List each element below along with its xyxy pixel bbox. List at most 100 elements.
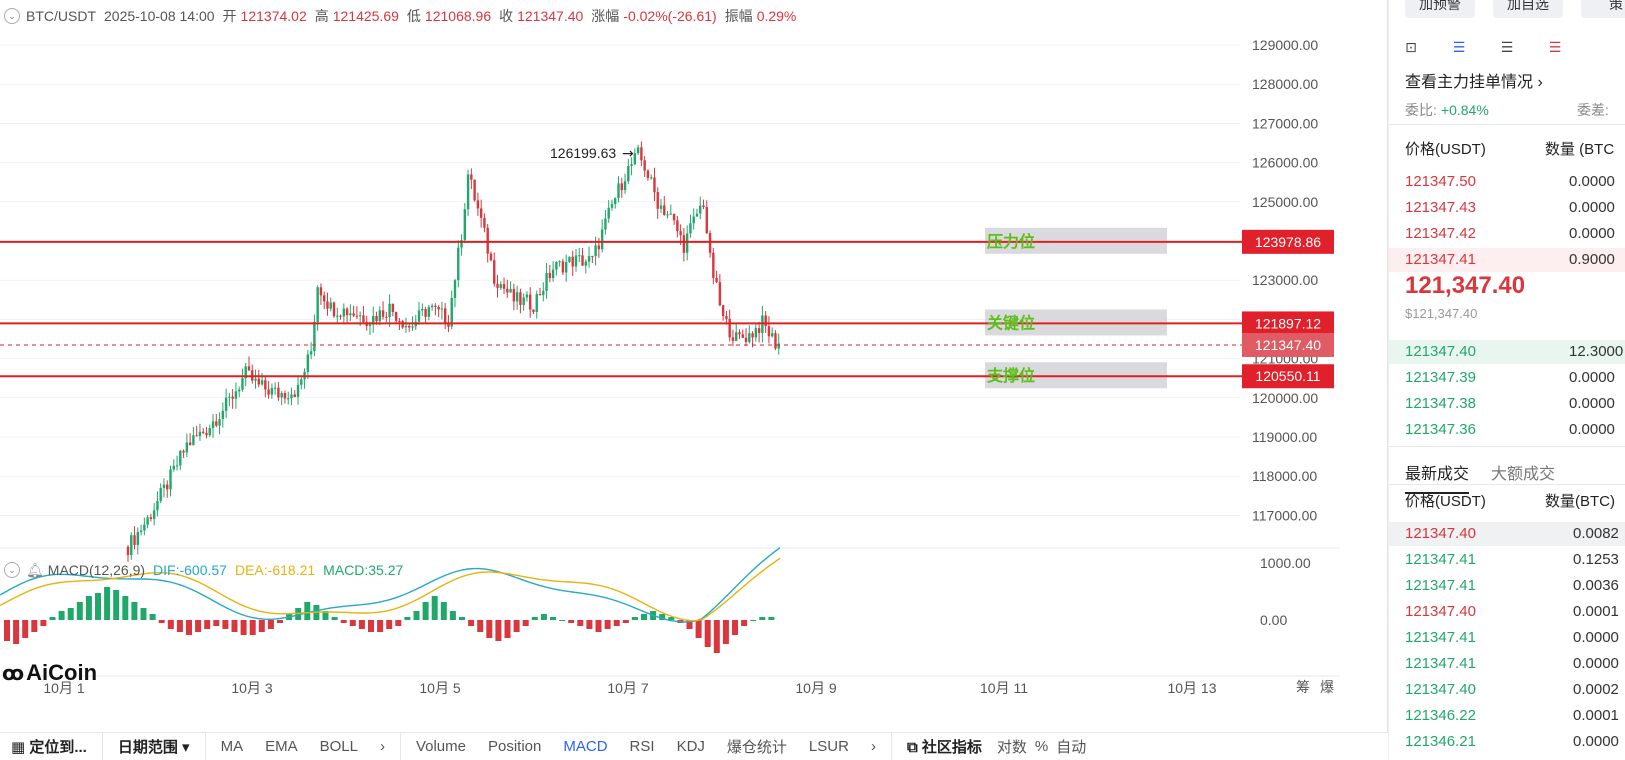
row-qty: 0.0000 bbox=[1569, 369, 1615, 386]
indicator-ma[interactable]: MA bbox=[220, 738, 244, 755]
date-range-dropdown[interactable]: 日期范围 ▾ bbox=[107, 736, 201, 757]
list-item[interactable]: 121347.41 0.0000 bbox=[1389, 626, 1625, 650]
indicator-ema[interactable]: EMA bbox=[265, 738, 298, 755]
candle-body bbox=[267, 389, 270, 395]
auto-scale-toggle[interactable]: 自动 bbox=[1056, 739, 1087, 756]
tab-large-trades[interactable]: 大额成交 bbox=[1491, 466, 1556, 483]
list-item[interactable]: 121347.42 0.0000 bbox=[1389, 222, 1625, 246]
collapse-chevron-icon[interactable]: ⌄ bbox=[4, 8, 20, 24]
row-price: 121347.40 bbox=[1405, 681, 1476, 698]
candle-body bbox=[542, 290, 545, 296]
add-watchlist-button[interactable]: 加自选 bbox=[1493, 0, 1563, 18]
chevron-right-icon[interactable]: › bbox=[379, 738, 385, 755]
bell-icon[interactable]: 🔔︎ bbox=[26, 561, 44, 578]
macd-histogram-bar bbox=[249, 620, 256, 635]
indicator-position[interactable]: Position bbox=[488, 738, 542, 755]
list-item[interactable]: 121347.36 0.0000 bbox=[1389, 418, 1625, 442]
list-item[interactable]: 121346.21 0.0000 bbox=[1389, 730, 1625, 754]
qty-column-header: 数量 (BTC bbox=[1545, 141, 1615, 158]
macd-histogram-bar bbox=[631, 617, 638, 620]
chevron-right-icon[interactable]: › bbox=[870, 738, 876, 755]
candle-body bbox=[447, 323, 450, 327]
chart-area[interactable]: 129000.00 128000.00 127000.00 126000.00 1250… bbox=[0, 0, 1388, 732]
candle-body bbox=[300, 379, 303, 385]
ohlc-info-bar: ⌄ BTC/USDT 2025-10-08 14:00 开 121374.02 … bbox=[0, 6, 804, 26]
candle-body bbox=[584, 261, 587, 266]
list-item[interactable]: 121347.40 0.0001 bbox=[1389, 600, 1625, 624]
chip-distribution-toggle[interactable]: 筹 bbox=[1296, 679, 1310, 695]
candle-body bbox=[751, 333, 754, 338]
candle-body bbox=[643, 160, 646, 171]
list-item[interactable]: 121347.41 0.0036 bbox=[1389, 574, 1625, 598]
list-item[interactable]: 121347.41 0.9000 bbox=[1389, 248, 1625, 272]
macd-histogram-bar bbox=[377, 620, 384, 632]
collapse-chevron-icon[interactable]: ⌄ bbox=[4, 562, 20, 578]
divider bbox=[1389, 124, 1625, 125]
candle-body bbox=[417, 310, 421, 322]
strategy-button[interactable]: 策 bbox=[1581, 0, 1625, 18]
x-tick-label: 10月 11 bbox=[980, 680, 1028, 696]
candle-body bbox=[731, 337, 735, 341]
candle-body bbox=[188, 442, 192, 446]
main-orders-link[interactable]: 查看主力挂单情况 › bbox=[1405, 68, 1543, 92]
list-item[interactable]: 121346.22 0.0001 bbox=[1389, 704, 1625, 728]
bids-only-icon[interactable]: ☰ bbox=[1500, 38, 1514, 55]
y-tick-label: 129000.00 bbox=[1252, 37, 1318, 53]
asks-only-icon[interactable]: ☰ bbox=[1548, 38, 1562, 55]
candlestick-chart[interactable]: 129000.00 128000.00 127000.00 126000.00 1250… bbox=[0, 0, 1388, 732]
list-item[interactable]: 121347.43 0.0000 bbox=[1389, 196, 1625, 220]
indicator-macd[interactable]: MACD bbox=[563, 738, 608, 755]
macd-histogram-bar bbox=[586, 620, 593, 629]
candle-body bbox=[574, 255, 578, 267]
diff-label: 委差: bbox=[1577, 102, 1609, 118]
candle-body bbox=[600, 229, 604, 250]
liquidation-toggle[interactable]: 爆 bbox=[1320, 679, 1334, 695]
log-scale-toggle[interactable]: 对数 bbox=[996, 739, 1027, 756]
candle-body bbox=[309, 351, 313, 355]
list-item[interactable]: 121347.40 12.3000 bbox=[1389, 340, 1625, 364]
row-qty: 0.0000 bbox=[1569, 421, 1615, 438]
indicator-kdj[interactable]: KDJ bbox=[676, 738, 705, 755]
tab-latest-trades[interactable]: 最新成交 bbox=[1405, 460, 1470, 494]
macd-histogram-bar bbox=[704, 620, 711, 647]
macd-histogram-bar bbox=[495, 620, 502, 641]
candle-body bbox=[427, 307, 431, 317]
candle-body bbox=[264, 380, 267, 390]
candle-body bbox=[718, 282, 722, 306]
external-link-icon: ⧉ bbox=[906, 739, 922, 756]
list-item[interactable]: 121347.40 0.0002 bbox=[1389, 678, 1625, 702]
list-item[interactable]: 121347.39 0.0000 bbox=[1389, 366, 1625, 390]
candle-body bbox=[208, 428, 211, 436]
macd-histogram-bar bbox=[67, 608, 74, 620]
macd-histogram-bar bbox=[13, 620, 20, 644]
candle-body bbox=[336, 315, 339, 317]
add-alert-button[interactable]: 加预警 bbox=[1405, 0, 1475, 18]
list-item[interactable]: 121347.41 0.0000 bbox=[1389, 652, 1625, 676]
indicator-boll[interactable]: BOLL bbox=[319, 738, 358, 755]
list-item[interactable]: 121347.40 0.0082 bbox=[1389, 522, 1625, 546]
candle-body bbox=[130, 535, 133, 555]
depth-toggle-icon[interactable]: ⊡ bbox=[1405, 38, 1417, 55]
indicator-liquidation[interactable]: 爆仓统计 bbox=[726, 739, 787, 756]
candle-body bbox=[323, 295, 326, 302]
indicator-volume[interactable]: Volume bbox=[415, 738, 466, 755]
candle-body bbox=[571, 256, 574, 267]
macd-histogram-bar bbox=[750, 620, 757, 621]
row-qty: 0.0000 bbox=[1573, 629, 1619, 646]
candle-body bbox=[558, 261, 561, 263]
indicator-lsur[interactable]: LSUR bbox=[808, 738, 849, 755]
candle-body bbox=[237, 389, 241, 392]
candle-body bbox=[535, 294, 538, 312]
community-indicators-button[interactable]: ⧉ 社区指标 bbox=[896, 736, 993, 757]
percent-scale-toggle[interactable]: % bbox=[1034, 738, 1049, 755]
candle-body bbox=[470, 174, 473, 180]
both-sides-icon[interactable]: ☰ bbox=[1452, 38, 1466, 55]
list-item[interactable]: 121347.50 0.0000 bbox=[1389, 170, 1625, 194]
list-item[interactable]: 121347.41 0.1253 bbox=[1389, 548, 1625, 572]
candle-body bbox=[241, 378, 244, 390]
locate-button[interactable]: ▦ 定位到... bbox=[0, 736, 98, 757]
row-qty: 0.0036 bbox=[1573, 577, 1619, 594]
indicator-rsi[interactable]: RSI bbox=[629, 738, 655, 755]
list-item[interactable]: 121347.38 0.0000 bbox=[1389, 392, 1625, 416]
candle-body bbox=[519, 292, 522, 305]
